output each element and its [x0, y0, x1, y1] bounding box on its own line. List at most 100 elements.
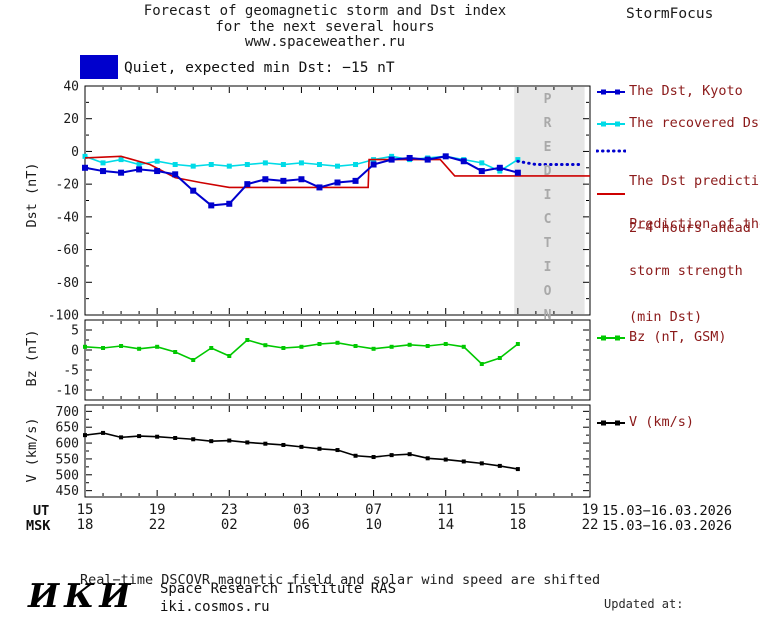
marker-bz-gsm — [479, 362, 484, 366]
marker-solar-wind-speed — [245, 440, 250, 445]
series-bz-gsm — [84, 339, 519, 365]
panel-bz: 5 0 -5 -10 — [56, 319, 591, 401]
legend-square — [601, 121, 606, 127]
panel-dst: 40 20 0 -20 -40 -60 -80 -100 — [48, 80, 591, 324]
marker-recovered-dst — [136, 162, 142, 168]
marker-solar-wind-speed — [299, 444, 304, 449]
marker-dst-kyoto — [352, 177, 359, 184]
y-tick-label: 550 — [56, 452, 79, 467]
axes-frame — [84, 85, 591, 316]
marker-dst-kyoto — [298, 176, 305, 183]
legend-entry-recovered-dst: The recovered Dst — [596, 115, 760, 135]
marker-dst-kyoto — [172, 171, 179, 178]
marker-dst-kyoto — [118, 169, 125, 176]
marker-solar-wind-speed — [137, 434, 142, 439]
marker-solar-wind-speed — [497, 463, 502, 468]
marker-solar-wind-speed — [281, 442, 286, 447]
marker-bz-gsm — [227, 354, 232, 358]
msk-tick-label: 18 — [509, 517, 526, 533]
footnote: Real−time DSCOVR magnetic field and sola… — [80, 537, 600, 620]
marker-dst-kyoto — [262, 176, 269, 183]
marker-recovered-dst — [172, 162, 178, 168]
y-tick-label: -20 — [56, 178, 79, 193]
marker-recovered-dst — [280, 162, 286, 168]
marker-solar-wind-speed — [119, 435, 124, 440]
y-tick-label: 40 — [63, 80, 79, 95]
legend-entry-dst-kyoto: The Dst, Kyoto — [596, 83, 743, 103]
legend-label: The Dst prediction — [629, 173, 760, 189]
marker-recovered-dst — [316, 162, 322, 168]
marker-bz-gsm — [263, 343, 268, 348]
legend-square — [615, 89, 620, 95]
legend-square — [615, 335, 620, 341]
marker-bz-gsm — [425, 344, 430, 348]
dst-kyoto-line-icon — [596, 84, 626, 103]
marker-solar-wind-speed — [191, 437, 196, 442]
dst-kyoto-marker — [597, 89, 625, 95]
marker-recovered-dst — [479, 160, 485, 166]
axes-frame — [84, 404, 591, 498]
y-tick-label: 500 — [56, 468, 79, 483]
legend-entry-dst-prediction: The Dst prediction 2−4 hours ahead — [595, 143, 760, 267]
marker-solar-wind-speed — [83, 433, 87, 438]
legend-label: (min Dst) — [629, 309, 703, 325]
y-tick-label: -5 — [63, 364, 79, 379]
marker-recovered-dst — [298, 160, 304, 166]
legend-label: Prediction of the — [629, 216, 760, 232]
prediction-band — [514, 87, 585, 314]
msk-axis-label: MSK — [26, 518, 51, 534]
ut-date-range: 15.03−16.03.2026 — [602, 503, 733, 519]
v-marker — [597, 420, 625, 426]
marker-solar-wind-speed — [461, 459, 466, 464]
page-title: Forecast of geomagnetic storm and Dst in… — [85, 3, 565, 51]
legend-entry-v: V (km/s) — [596, 414, 694, 434]
marker-bz-gsm — [353, 344, 358, 348]
marker-solar-wind-speed — [173, 435, 178, 440]
y-tick-label: -10 — [56, 384, 79, 399]
recovered-dst-line-icon — [596, 116, 626, 135]
marker-bz-gsm — [209, 346, 214, 350]
marker-solar-wind-speed — [101, 430, 106, 435]
marker-recovered-dst — [154, 158, 160, 164]
marker-bz-gsm — [371, 346, 376, 351]
series-dst-prediction — [516, 159, 583, 167]
title-url: www.spaceweather.ru — [244, 34, 406, 50]
marker-dst-kyoto — [478, 168, 485, 175]
marker-dst-kyoto — [460, 158, 467, 165]
marker-solar-wind-speed — [155, 434, 160, 439]
msk-tick-label: 10 — [365, 517, 382, 533]
legend-label: Bz (nT, GSM) — [629, 329, 727, 345]
y-tick-label: 650 — [56, 421, 79, 436]
marker-solar-wind-speed — [389, 453, 394, 458]
marker-bz-gsm — [497, 356, 502, 360]
marker-dst-kyoto — [406, 154, 413, 161]
marker-recovered-dst — [118, 157, 124, 163]
marker-recovered-dst — [353, 162, 359, 168]
legend-square — [615, 420, 620, 426]
marker-dst-kyoto — [316, 184, 323, 191]
marker-bz-gsm — [137, 346, 142, 351]
brand-name: StormFocus — [626, 6, 714, 22]
marker-dst-kyoto — [370, 161, 377, 168]
marker-dst-kyoto — [442, 153, 449, 160]
marker-dst-kyoto — [82, 164, 88, 171]
legend-entry-storm-strength: Prediction of the storm strength (min Ds… — [596, 186, 760, 357]
msk-tick-label: 14 — [437, 517, 454, 533]
marker-solar-wind-speed — [425, 456, 430, 461]
marker-solar-wind-speed — [407, 452, 412, 457]
marker-recovered-dst — [262, 160, 268, 166]
legend-label: The Dst, Kyoto — [629, 83, 743, 99]
marker-recovered-dst — [208, 162, 214, 168]
dst-axis-label: Dst (nT) — [24, 162, 40, 228]
marker-solar-wind-speed — [443, 457, 448, 462]
marker-solar-wind-speed — [353, 453, 358, 458]
institute-site: iki.cosmos.ru — [160, 599, 270, 615]
footnote-line-1: Real−time DSCOVR magnetic field and sola… — [80, 572, 601, 588]
marker-dst-kyoto — [136, 166, 143, 173]
marker-solar-wind-speed — [227, 438, 232, 443]
ut-tick-label: 23 — [221, 502, 238, 518]
ut-tick-label: 19 — [582, 502, 599, 518]
v-line-icon — [596, 415, 626, 434]
marker-bz-gsm — [299, 344, 304, 349]
